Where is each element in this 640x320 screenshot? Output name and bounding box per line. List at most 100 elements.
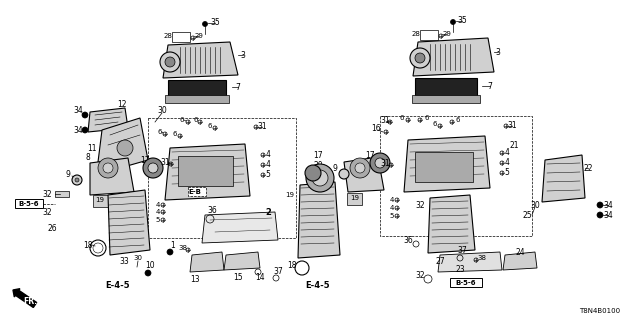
Polygon shape — [428, 195, 475, 253]
Text: 35: 35 — [210, 18, 220, 27]
Text: 26: 26 — [47, 223, 57, 233]
Text: 37: 37 — [457, 245, 467, 254]
Text: 11: 11 — [87, 143, 97, 153]
Text: 4: 4 — [266, 149, 271, 158]
Text: 31: 31 — [257, 122, 267, 131]
Circle shape — [75, 178, 79, 182]
Polygon shape — [298, 182, 340, 258]
Text: 35: 35 — [457, 15, 467, 25]
Text: 31: 31 — [380, 116, 390, 124]
Text: 32: 32 — [42, 207, 52, 217]
Text: 38: 38 — [477, 255, 486, 261]
Bar — [55, 191, 69, 197]
Text: 36: 36 — [207, 205, 217, 214]
Polygon shape — [413, 38, 494, 76]
Text: 16: 16 — [371, 124, 381, 132]
Text: 6: 6 — [425, 115, 429, 121]
Text: 2: 2 — [265, 207, 271, 217]
Text: 34: 34 — [73, 125, 83, 134]
Circle shape — [167, 249, 173, 255]
Text: 30: 30 — [134, 255, 143, 261]
Text: 1: 1 — [171, 241, 175, 250]
Circle shape — [339, 169, 349, 179]
Text: 17: 17 — [313, 150, 323, 159]
Text: 3: 3 — [241, 51, 245, 60]
Text: 7: 7 — [488, 82, 492, 91]
Polygon shape — [542, 155, 585, 202]
Circle shape — [370, 153, 390, 173]
Text: 6: 6 — [208, 123, 212, 129]
Circle shape — [375, 158, 385, 168]
Text: 4: 4 — [156, 209, 160, 215]
Circle shape — [312, 170, 328, 186]
Circle shape — [143, 158, 163, 178]
Text: 32: 32 — [415, 270, 425, 279]
Text: 4: 4 — [390, 197, 394, 203]
Circle shape — [117, 140, 133, 156]
Circle shape — [415, 53, 425, 63]
Text: 30: 30 — [157, 106, 167, 115]
Circle shape — [148, 163, 158, 173]
Circle shape — [160, 52, 180, 72]
Text: 5: 5 — [156, 217, 160, 223]
Polygon shape — [224, 252, 260, 270]
Bar — [172, 32, 190, 42]
Text: 32: 32 — [415, 201, 425, 210]
Bar — [15, 199, 43, 208]
Circle shape — [202, 21, 207, 27]
Text: B-5-6: B-5-6 — [456, 280, 476, 286]
Text: 34: 34 — [73, 106, 83, 115]
Text: 6: 6 — [194, 117, 198, 123]
Text: 38: 38 — [179, 245, 188, 251]
Text: 19: 19 — [285, 192, 294, 198]
Circle shape — [165, 57, 175, 67]
Text: 6: 6 — [456, 117, 460, 123]
Polygon shape — [438, 252, 502, 272]
Text: 6: 6 — [433, 121, 437, 127]
Bar — [93, 195, 108, 207]
Polygon shape — [165, 144, 250, 200]
Text: 3: 3 — [495, 47, 500, 57]
Polygon shape — [88, 108, 128, 132]
Text: E-4-5: E-4-5 — [106, 282, 131, 291]
Polygon shape — [163, 42, 238, 78]
Bar — [450, 278, 482, 287]
Text: 4: 4 — [156, 202, 160, 208]
Text: 17: 17 — [140, 156, 150, 164]
Circle shape — [451, 20, 456, 25]
Circle shape — [410, 48, 430, 68]
Circle shape — [98, 158, 118, 178]
Text: 19: 19 — [95, 197, 104, 203]
Text: 36: 36 — [403, 236, 413, 244]
Polygon shape — [108, 190, 150, 255]
Text: 28: 28 — [412, 31, 420, 37]
Text: 20: 20 — [313, 161, 323, 170]
Text: 7: 7 — [236, 83, 241, 92]
Text: 18: 18 — [287, 260, 297, 269]
Circle shape — [82, 127, 88, 133]
Text: B-5-6: B-5-6 — [19, 201, 39, 207]
Bar — [380, 116, 532, 236]
Text: 5: 5 — [266, 170, 271, 179]
Bar — [415, 152, 473, 182]
Text: E-B: E-B — [189, 189, 202, 195]
Circle shape — [597, 202, 603, 208]
Text: 34: 34 — [603, 211, 613, 220]
Text: 25: 25 — [522, 211, 532, 220]
Circle shape — [306, 164, 334, 192]
Text: 19: 19 — [351, 195, 360, 201]
Bar — [347, 193, 362, 205]
Text: 5: 5 — [504, 167, 509, 177]
Text: 9: 9 — [65, 170, 70, 179]
Text: 31: 31 — [380, 158, 390, 167]
Bar — [412, 95, 480, 103]
Text: T8N4B0100: T8N4B0100 — [579, 308, 620, 314]
Text: 29: 29 — [443, 31, 451, 37]
Bar — [415, 78, 477, 98]
Circle shape — [305, 165, 321, 181]
FancyArrow shape — [13, 289, 36, 308]
Polygon shape — [344, 157, 384, 192]
Text: 4: 4 — [266, 159, 271, 169]
Text: 27: 27 — [435, 258, 445, 267]
Bar — [420, 30, 438, 40]
